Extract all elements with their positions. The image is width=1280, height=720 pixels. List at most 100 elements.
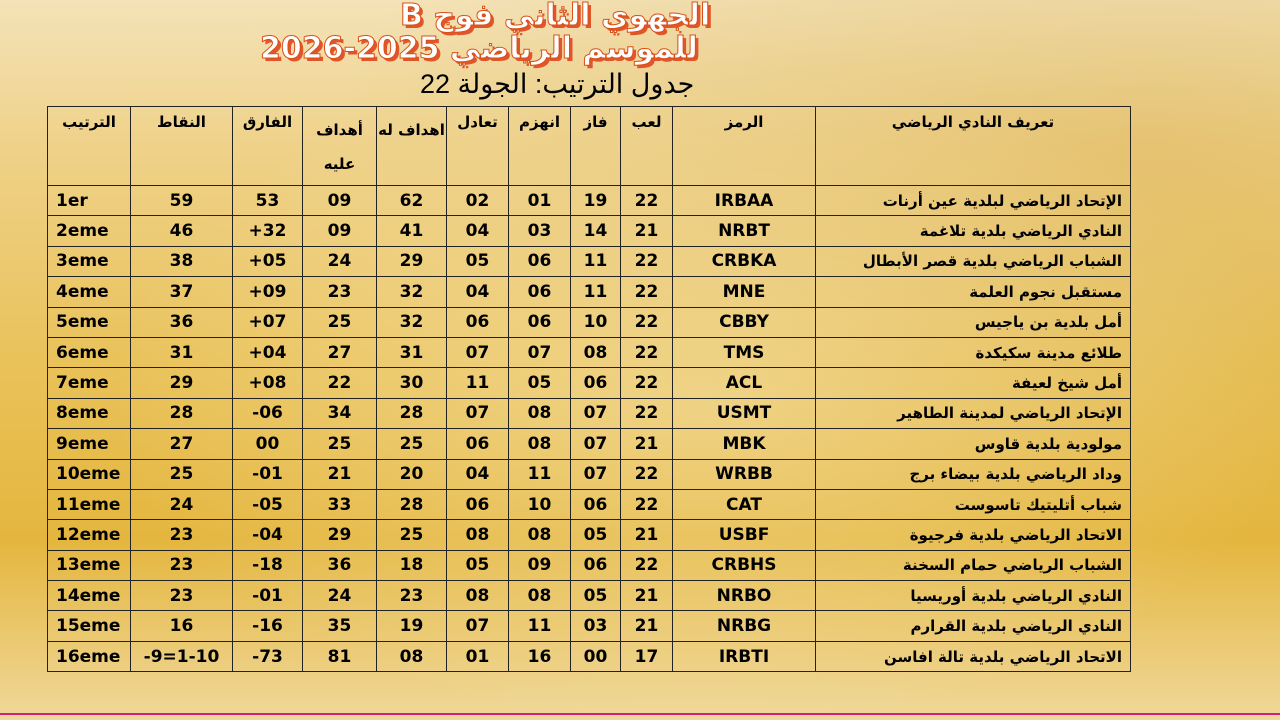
cell-for: 32 (376, 306, 447, 338)
cell-against: 81 (302, 640, 377, 673)
table-row: 8eme 28 -06 34 28 07 08 07 22 USMT الإتحاد الرياضي… (47, 397, 1131, 430)
cell-diff: +08 (232, 367, 303, 399)
cell-for: 29 (376, 245, 447, 278)
cell-played: 22 (620, 367, 673, 399)
cell-points: 27 (130, 428, 233, 460)
cell-won: 06 (570, 488, 621, 521)
col-points: النقاط (130, 106, 233, 186)
cell-name: طلائع مدينة سكيكدة (815, 336, 1131, 369)
table-row: 9eme 27 00 25 25 06 08 07 21 MBK مولودية بلدية قاو… (47, 428, 1131, 460)
cell-rank: 13eme (47, 549, 131, 582)
table-row: 16eme -9=1-10 -73 81 08 01 16 00 17 IRBTI الاتحاد … (47, 640, 1131, 673)
cell-name: مولودية بلدية قاوس (815, 428, 1131, 460)
cell-points: 36 (130, 306, 233, 338)
cell-against: 33 (302, 488, 377, 521)
cell-won: 14 (570, 215, 621, 247)
cell-draw: 05 (446, 549, 509, 582)
cell-lost: 16 (508, 640, 571, 673)
cell-played: 21 (620, 215, 673, 247)
cell-played: 22 (620, 276, 673, 308)
cell-diff: -01 (232, 580, 303, 612)
col-name: تعريف النادي الرياضي (815, 106, 1131, 186)
cell-against: 23 (302, 276, 377, 308)
cell-won: 03 (570, 610, 621, 642)
cell-rank: 8eme (47, 397, 131, 430)
cell-code: MNE (672, 276, 816, 308)
cell-rank: 15eme (47, 610, 131, 642)
col-played: لعب (620, 106, 673, 186)
table-row: 3eme 38 +05 24 29 05 06 11 22 CRBKA الشباب الرياضي… (47, 245, 1131, 278)
cell-code: CAT (672, 488, 816, 521)
col-for: اهداف له (376, 106, 447, 186)
cell-played: 22 (620, 458, 673, 490)
cell-lost: 08 (508, 397, 571, 430)
cell-played: 22 (620, 488, 673, 521)
cell-played: 22 (620, 336, 673, 369)
cell-won: 11 (570, 276, 621, 308)
cell-for: 30 (376, 367, 447, 399)
col-code: الرمز (672, 106, 816, 186)
cell-code: NRBG (672, 610, 816, 642)
cell-draw: 07 (446, 397, 509, 430)
table-row: 10eme 25 -01 21 20 04 11 07 22 WRBB وداد الرياضي ب… (47, 458, 1131, 490)
cell-diff: +05 (232, 245, 303, 278)
cell-diff: -06 (232, 397, 303, 430)
cell-name: مستقبل نجوم العلمة (815, 276, 1131, 308)
table-row: 5eme 36 +07 25 32 06 06 10 22 CBBY أمل بلدية بن يا… (47, 306, 1131, 338)
cell-played: 21 (620, 519, 673, 551)
cell-name: النادي الرياضي بلدية أوريسيا (815, 580, 1131, 612)
cell-for: 28 (376, 397, 447, 430)
bottom-divider (0, 713, 1280, 715)
cell-lost: 08 (508, 428, 571, 460)
cell-diff: -16 (232, 610, 303, 642)
table-row: 15eme 16 -16 35 19 07 11 03 21 NRBG النادي الرياضي… (47, 610, 1131, 642)
cell-played: 21 (620, 610, 673, 642)
cell-diff: -73 (232, 640, 303, 673)
cell-rank: 9eme (47, 428, 131, 460)
cell-rank: 2eme (47, 215, 131, 247)
cell-code: USMT (672, 397, 816, 430)
cell-lost: 10 (508, 488, 571, 521)
cell-draw: 04 (446, 458, 509, 490)
cell-won: 07 (570, 458, 621, 490)
table-row: 14eme 23 -01 24 23 08 08 05 21 NRBO النادي الرياضي… (47, 580, 1131, 612)
cell-against: 24 (302, 580, 377, 612)
cell-won: 11 (570, 245, 621, 278)
cell-lost: 05 (508, 367, 571, 399)
cell-diff: -05 (232, 488, 303, 521)
cell-points: 23 (130, 519, 233, 551)
cell-rank: 11eme (47, 488, 131, 521)
cell-code: ACL (672, 367, 816, 399)
cell-won: 08 (570, 336, 621, 369)
cell-code: NRBO (672, 580, 816, 612)
cell-diff: -04 (232, 519, 303, 551)
cell-against: 24 (302, 245, 377, 278)
table-row: 13eme 23 -18 36 18 05 09 06 22 CRBHS الشباب الرياض… (47, 549, 1131, 582)
cell-played: 22 (620, 397, 673, 430)
table-row: 7eme 29 +08 22 30 11 05 06 22 ACL أمل شيخ لعيفة (47, 367, 1131, 399)
cell-name: الشباب الرياضي بلدية قصر الأبطال (815, 245, 1131, 278)
col-rank: الترتيب (47, 106, 131, 186)
table-row: 2eme 46 +32 09 41 04 03 14 21 NRBT النادي الرياضي … (47, 215, 1131, 247)
cell-points: 59 (130, 184, 233, 217)
standings-table: الترتيب النقاط الفارق أهداف عليه اهداف ل… (47, 106, 1131, 673)
cell-lost: 09 (508, 549, 571, 582)
cell-lost: 08 (508, 519, 571, 551)
cell-against: 27 (302, 336, 377, 369)
cell-diff: +04 (232, 336, 303, 369)
cell-code: IRBAA (672, 184, 816, 217)
cell-draw: 08 (446, 580, 509, 612)
cell-played: 22 (620, 306, 673, 338)
cell-code: MBK (672, 428, 816, 460)
cell-rank: 5eme (47, 306, 131, 338)
cell-rank: 1er (47, 184, 131, 217)
cell-draw: 11 (446, 367, 509, 399)
cell-points: 37 (130, 276, 233, 308)
cell-for: 20 (376, 458, 447, 490)
cell-for: 18 (376, 549, 447, 582)
cell-draw: 07 (446, 610, 509, 642)
cell-rank: 16eme (47, 640, 131, 673)
cell-diff: 00 (232, 428, 303, 460)
title-line2: للموسم الرياضي 2025-2026 (260, 31, 699, 66)
cell-lost: 06 (508, 245, 571, 278)
